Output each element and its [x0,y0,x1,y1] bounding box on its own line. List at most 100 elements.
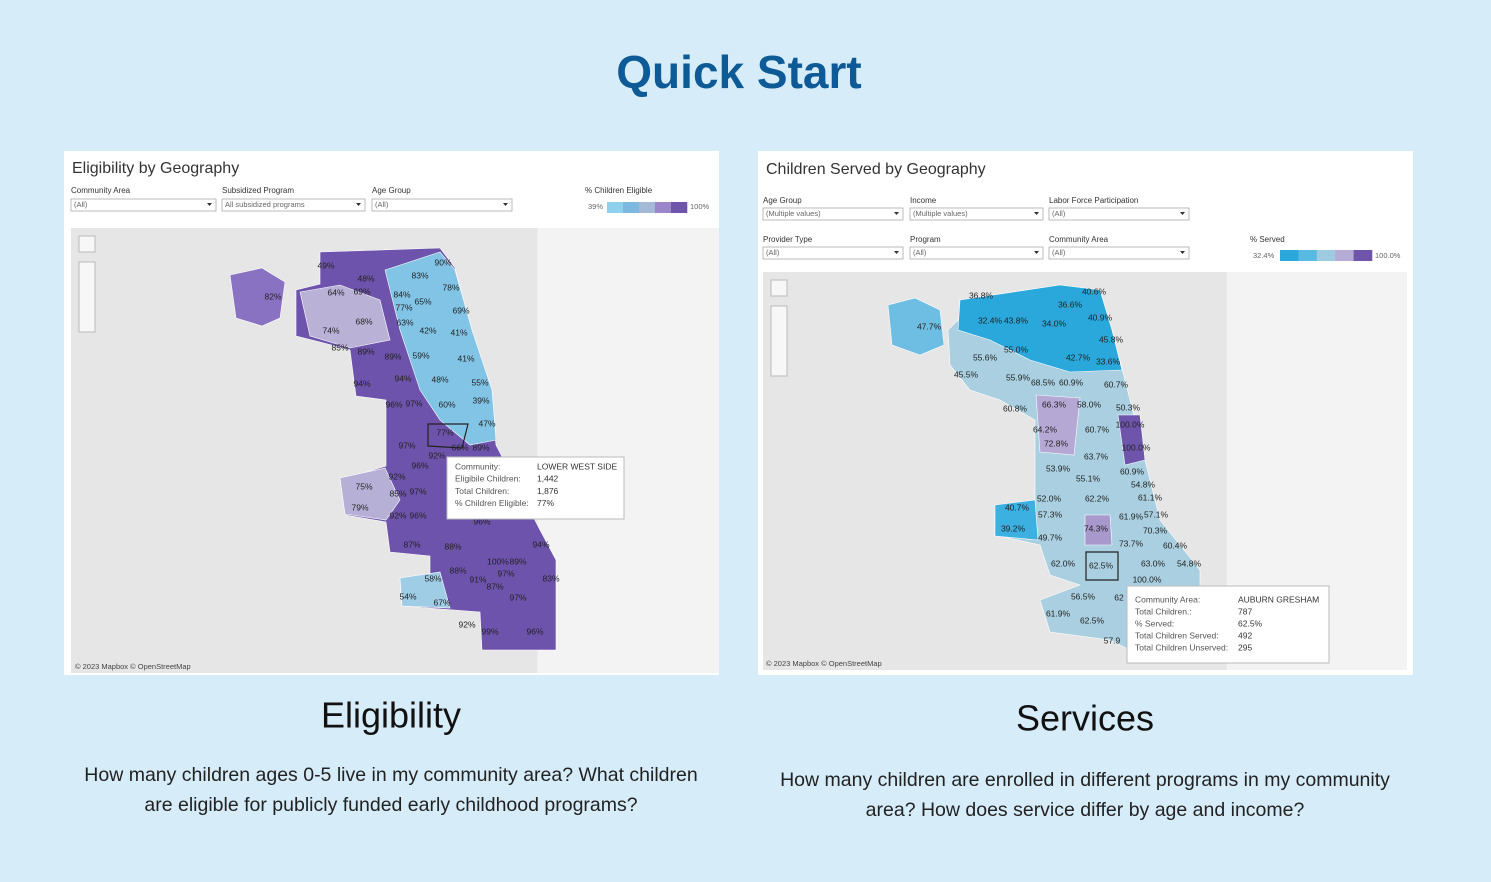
map-label: 36.6% [1058,299,1083,309]
filter-dropdown[interactable] [1048,207,1190,221]
tooltip-value: 77% [537,498,554,508]
dashboard-title: Eligibility by Geography [72,160,239,177]
map-attribution: © 2023 Mapbox © OpenStreetMap [766,659,882,668]
map-label: 75% [355,481,372,491]
map-label: 87% [486,581,503,591]
community-region [887,297,945,356]
map-label: 57.1% [1144,509,1169,519]
map-label: 100.0% [1116,419,1145,429]
section-description: area? How does service differ by age and… [866,799,1305,821]
map-label: 69% [353,286,370,296]
map-label: 60.4% [1163,540,1188,550]
filter-dropdown[interactable] [762,207,904,221]
community-region [947,284,1201,651]
map-label: 50.3% [1116,402,1141,412]
map-label: 65% [414,296,431,306]
map-label: 97% [509,592,526,602]
map-label: 47.7% [917,321,942,331]
map-label: 55.9% [1006,372,1031,382]
map-label: 82% [264,291,281,301]
section-heading: Eligibility [321,695,461,736]
map-label: 100.0% [1122,442,1151,452]
filter-dropdown[interactable] [221,198,366,212]
map-label: 89% [357,346,374,356]
legend-swatch [1353,250,1373,261]
map-label: 74.3% [1084,523,1109,533]
community-region [299,284,391,349]
map-label: 73.7% [1119,538,1144,548]
map-label: 96% [385,399,402,409]
map-label: 94% [353,378,370,388]
lake [537,228,719,673]
filter-dropdown[interactable] [909,246,1044,260]
filter-dropdown[interactable] [371,198,513,212]
tooltip-value: 62.5% [1238,618,1263,628]
filter-value: (All) [74,200,88,209]
map-label: 77% [395,302,412,312]
map-label: 68% [355,316,372,326]
legend-swatch [655,202,672,213]
filter-value: (All) [913,248,927,257]
filter-dropdown[interactable] [1048,246,1190,260]
map-label: 97% [497,568,514,578]
map-zoom-toolbar[interactable] [770,305,788,377]
dropdown-arrow [894,251,899,254]
filter-dropdown[interactable] [762,246,904,260]
tooltip-label: Total Children.: [1135,606,1192,616]
legend-min: 32.4% [1253,251,1275,260]
map-label: 40.7% [1005,502,1030,512]
community-region [1117,414,1146,466]
selected-region [427,423,469,449]
map-label: 92% [458,619,475,629]
dropdown-arrow [503,203,508,206]
map-label: 83% [411,270,428,280]
map-label: 41% [457,353,474,363]
filter-value: (Multiple values) [913,209,968,218]
map-label: 96% [526,626,543,636]
map-label: 54% [399,591,416,601]
map-label: 85% [389,488,406,498]
map-label: 47% [478,418,495,428]
map-label: 60.7% [1104,379,1129,389]
tooltip-value: 295 [1238,642,1252,652]
map-label: 57.9 [1104,635,1121,645]
tooltip [446,456,625,520]
legend-title: % Children Eligible [585,186,653,195]
filter-dropdown[interactable] [909,207,1044,221]
tooltip-value: LOWER WEST SIDE [537,461,617,471]
filter-label: Labor Force Participation [1049,196,1138,205]
map-label: 40.6% [1082,286,1107,296]
page-title: Quick Start [616,46,861,98]
map-label: 96% [409,510,426,520]
map-search-button[interactable] [770,279,788,297]
dropdown-arrow [207,203,212,206]
map-label: 91% [469,574,486,584]
map-search-button[interactable] [78,235,96,253]
map-zoom-toolbar[interactable] [78,261,96,333]
map-label: 42.7% [1066,352,1091,362]
section-description: How many children ages 0-5 live in my co… [84,764,697,786]
filter-value: (Multiple values) [766,209,821,218]
legend-max: 100% [690,202,710,211]
filter-label: Provider Type [763,235,813,244]
filter-value: (All) [766,248,780,257]
map-label: 32.4% [978,315,1003,325]
map-label: 89% [509,556,526,566]
legend-swatch [1316,250,1336,261]
map-label: 42% [419,325,436,335]
legend-title: % Served [1250,235,1285,244]
map-label: 100.0% [1133,574,1162,584]
community-region [229,267,286,327]
map-label: 66% [451,442,468,452]
tooltip-value: AUBURN GRESHAM [1238,594,1319,604]
map-label: 79% [351,502,368,512]
map-label: 62 [1114,592,1124,602]
map-label: 94% [532,539,549,549]
map-label: 34.0% [1042,318,1067,328]
filter-dropdown[interactable] [70,198,217,212]
community-region [384,251,497,446]
map-label: 68.5% [1031,377,1056,387]
map-label: 62.0% [1051,558,1076,568]
tooltip-label: Total Children Served: [1135,630,1219,640]
